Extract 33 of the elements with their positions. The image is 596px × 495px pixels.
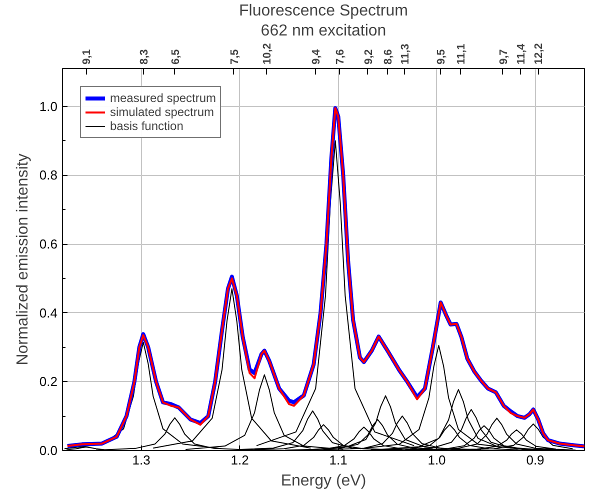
legend-label: basis function (110, 119, 184, 133)
y-tick-label: 0.2 (39, 374, 58, 390)
y-axis-title: Normalized emission intensity (14, 154, 32, 366)
x-tick-label: 1.1 (329, 452, 348, 468)
x-tick-label: 1.2 (230, 452, 249, 468)
annotation: 9,2 (362, 49, 375, 64)
annotation: 9,1 (81, 49, 94, 64)
annotation: 7,5 (228, 49, 241, 64)
legend-label: measured spectrum (110, 91, 216, 105)
annotation: 9,7 (498, 49, 510, 64)
chart-title: Fluorescence Spectrum (239, 2, 408, 20)
x-tick-label: 1.0 (428, 452, 446, 468)
x-tick-label: 1.3 (132, 452, 150, 468)
x-tick-label: 0.9 (526, 452, 544, 468)
legend-label: simulated spectrum (110, 105, 214, 119)
annotation: 10,2 (261, 43, 274, 64)
chart-subtitle: 662 nm excitation (260, 22, 386, 40)
annotation: 12,2 (533, 43, 546, 64)
y-tick-label: 0.0 (39, 443, 58, 458)
annotation: 9,4 (310, 48, 323, 64)
annotation: 11,1 (455, 44, 468, 64)
annotation: 9,5 (436, 49, 448, 64)
annotation: 11,4 (515, 42, 528, 64)
annotation: 11,3 (399, 44, 412, 64)
y-tick-label: 0.8 (39, 168, 58, 183)
y-tick-label: 0.4 (39, 305, 58, 320)
y-tick-label: 1.0 (39, 98, 58, 114)
annotation: 8,3 (138, 49, 150, 64)
x-axis-title: Energy (eV) (280, 472, 366, 490)
y-tick-label: 0.6 (39, 236, 58, 252)
annotation: 8,6 (382, 49, 395, 64)
annotation: 6,5 (170, 49, 182, 64)
annotation: 7,6 (334, 49, 346, 64)
